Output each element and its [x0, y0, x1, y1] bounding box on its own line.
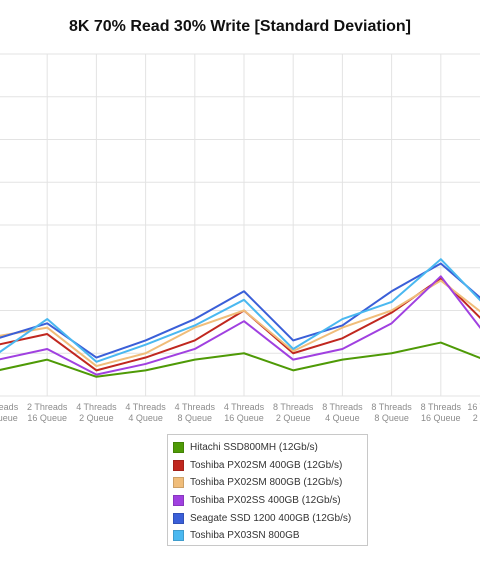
x-tick-label: 16 Queue: [224, 413, 264, 423]
x-tick-label: 8 Threads: [371, 402, 412, 412]
x-tick-label: 8 Queue: [178, 413, 213, 423]
legend-label: Toshiba PX03SN 800GB: [190, 530, 300, 542]
x-tick-label: 4 Threads: [175, 402, 216, 412]
legend-swatch: [173, 442, 184, 454]
legend-item: Toshiba PX02SS 400GB (12Gb/s): [173, 492, 367, 510]
legend-item: Toshiba PX02SM 400GB (12Gb/s): [173, 457, 367, 475]
x-tick-label: 16 Queue: [27, 413, 67, 423]
legend-swatch: [173, 495, 184, 507]
x-tick-label: 2 Queue: [276, 413, 311, 423]
legend-label: Hitachi SSD800MH (12Gb/s): [190, 442, 318, 454]
x-tick-label: 8 Threads: [322, 402, 363, 412]
legend-item: Toshiba PX02SM 800GB (12Gb/s): [173, 474, 367, 492]
x-tick-label: 2 Threads: [27, 402, 68, 412]
x-tick-label: 16 Queue: [421, 413, 461, 423]
x-tick-label: 16 Threads: [467, 402, 480, 412]
x-tick-label: 32 Queue: [0, 413, 18, 423]
series-line: [0, 275, 480, 376]
x-tick-label: 8 Threads: [421, 402, 462, 412]
x-tick-label: 1 Threads: [0, 402, 19, 412]
legend-label: Toshiba PX02SM 800GB (12Gb/s): [190, 477, 343, 489]
legend-swatch: [173, 530, 184, 542]
legend-swatch: [173, 459, 184, 471]
legend-swatch: [173, 477, 184, 489]
chart-title: 8K 70% Read 30% Write [Standard Deviatio…: [68, 18, 412, 35]
series-line: [0, 341, 480, 378]
grid-lines: [0, 53, 480, 397]
series-line: [0, 279, 480, 368]
legend-label: Toshiba PX02SM 400GB (12Gb/s): [190, 459, 343, 471]
series-lines: [0, 258, 480, 378]
series-line: [0, 258, 480, 363]
legend-label: Toshiba PX02SS 400GB (12Gb/s): [190, 495, 341, 507]
legend-label: Seagate SSD 1200 400GB (12Gb/s): [190, 512, 352, 524]
x-tick-label: 8 Queue: [374, 413, 409, 423]
x-tick-label: 4 Threads: [125, 402, 166, 412]
legend-item: Toshiba PX03SN 800GB: [173, 527, 367, 545]
x-tick-label: 2 Queue: [79, 413, 114, 423]
x-tick-label: 2 Queue: [473, 413, 480, 423]
legend-item: Hitachi SSD800MH (12Gb/s): [173, 439, 367, 457]
series-line: [0, 262, 480, 359]
chart-legend: Hitachi SSD800MH (12Gb/s) Toshiba PX02SM …: [167, 434, 368, 546]
legend-item: Seagate SSD 1200 400GB (12Gb/s): [173, 509, 367, 527]
x-tick-label: 4 Queue: [325, 413, 360, 423]
x-tick-label: 4 Threads: [76, 402, 117, 412]
x-tick-label: 4 Queue: [128, 413, 163, 423]
x-tick-label: 4 Threads: [224, 402, 265, 412]
legend-swatch: [173, 512, 184, 524]
x-tick-label: 8 Threads: [273, 402, 314, 412]
